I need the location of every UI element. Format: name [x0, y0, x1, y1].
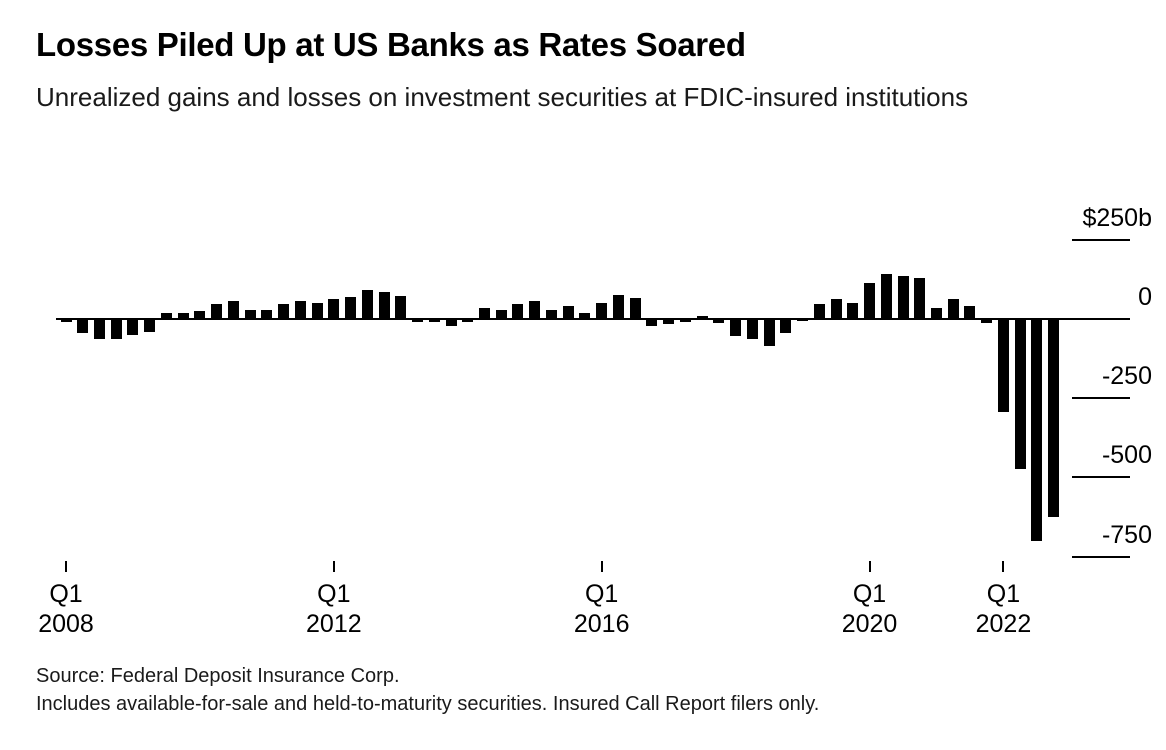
bar [780, 319, 792, 334]
bar [261, 310, 273, 319]
x-axis-label-year: 2016 [573, 610, 630, 638]
bar [278, 304, 290, 319]
bar [947, 299, 959, 319]
bar [830, 299, 842, 319]
y-axis-label: -500 [1101, 441, 1152, 470]
x-axis-label-quarter: Q1 [852, 580, 887, 608]
bar [964, 306, 976, 319]
bar [813, 304, 825, 319]
x-tick-mark [1002, 561, 1005, 572]
bar [1031, 319, 1043, 541]
bar [93, 319, 105, 339]
bar [663, 319, 675, 325]
bar [462, 319, 474, 323]
x-axis-label-quarter: Q1 [49, 580, 83, 608]
x-tick-mark [868, 561, 871, 572]
y-axis-label: -750 [1101, 520, 1152, 549]
source-text: Source: Federal Deposit Insurance Corp. [36, 665, 400, 687]
bar [914, 278, 926, 319]
bar [880, 274, 892, 319]
bar [395, 295, 407, 319]
bar [746, 319, 758, 340]
chart-title: Losses Piled Up at US Banks as Rates Soa… [36, 26, 746, 63]
bar [328, 299, 340, 319]
bar [194, 310, 206, 319]
bar [930, 308, 942, 319]
x-axis-label-quarter: Q1 [584, 580, 619, 608]
y-gridline [1072, 238, 1130, 241]
x-axis-label-year: 2008 [38, 610, 94, 638]
bar [110, 319, 122, 339]
bar [1014, 319, 1026, 470]
bar [77, 319, 89, 334]
y-axis-label: $250b [1082, 203, 1152, 232]
bar [612, 295, 624, 319]
bar [981, 319, 993, 324]
x-tick-mark [332, 561, 335, 572]
y-gridline [1072, 555, 1130, 558]
bar [160, 312, 172, 319]
bar [244, 310, 256, 319]
bar [445, 319, 457, 326]
bar [311, 302, 323, 319]
x-axis-label-year: 2012 [306, 610, 362, 638]
bar [864, 283, 876, 319]
bar [378, 292, 390, 319]
y-axis-label: -250 [1101, 362, 1152, 391]
bar [211, 304, 223, 319]
note-text: Includes available-for-sale and held-to-… [36, 693, 820, 715]
bar [696, 315, 708, 319]
bar [412, 319, 424, 323]
bar [479, 308, 490, 319]
x-axis-label-quarter: Q1 [986, 580, 1021, 608]
bar [596, 303, 608, 319]
y-gridline [1072, 476, 1130, 479]
chart-subtitle: Unrealized gains and losses on investmen… [36, 82, 969, 112]
bar [763, 319, 775, 346]
y-gridline [1072, 397, 1130, 400]
x-axis-label-year: 2022 [975, 610, 1032, 638]
bar [361, 290, 373, 319]
bar [428, 319, 440, 323]
bar [897, 275, 909, 319]
bar [294, 300, 306, 319]
x-tick-mark [65, 561, 67, 572]
bar [579, 313, 591, 319]
bar [60, 319, 72, 322]
bar [713, 319, 725, 324]
zero-axis-line [56, 318, 1130, 320]
x-tick-mark [600, 561, 603, 572]
bar [847, 302, 859, 319]
bar [177, 313, 189, 319]
bar [646, 319, 658, 326]
bar [562, 306, 574, 319]
bar [529, 300, 541, 319]
bar [345, 297, 357, 319]
bar [629, 297, 641, 319]
bar [730, 319, 742, 337]
bar [512, 304, 524, 319]
bar [495, 310, 507, 319]
y-axis-label: 0 [1138, 283, 1152, 311]
bar [227, 300, 239, 319]
bar [144, 319, 156, 332]
x-axis-label-quarter: Q1 [317, 580, 351, 608]
bar [127, 319, 139, 336]
bar [997, 319, 1009, 413]
bar [1048, 319, 1060, 517]
bar [797, 319, 809, 321]
bar [679, 319, 691, 322]
x-axis-label-year: 2020 [841, 610, 898, 638]
bar [545, 310, 557, 319]
